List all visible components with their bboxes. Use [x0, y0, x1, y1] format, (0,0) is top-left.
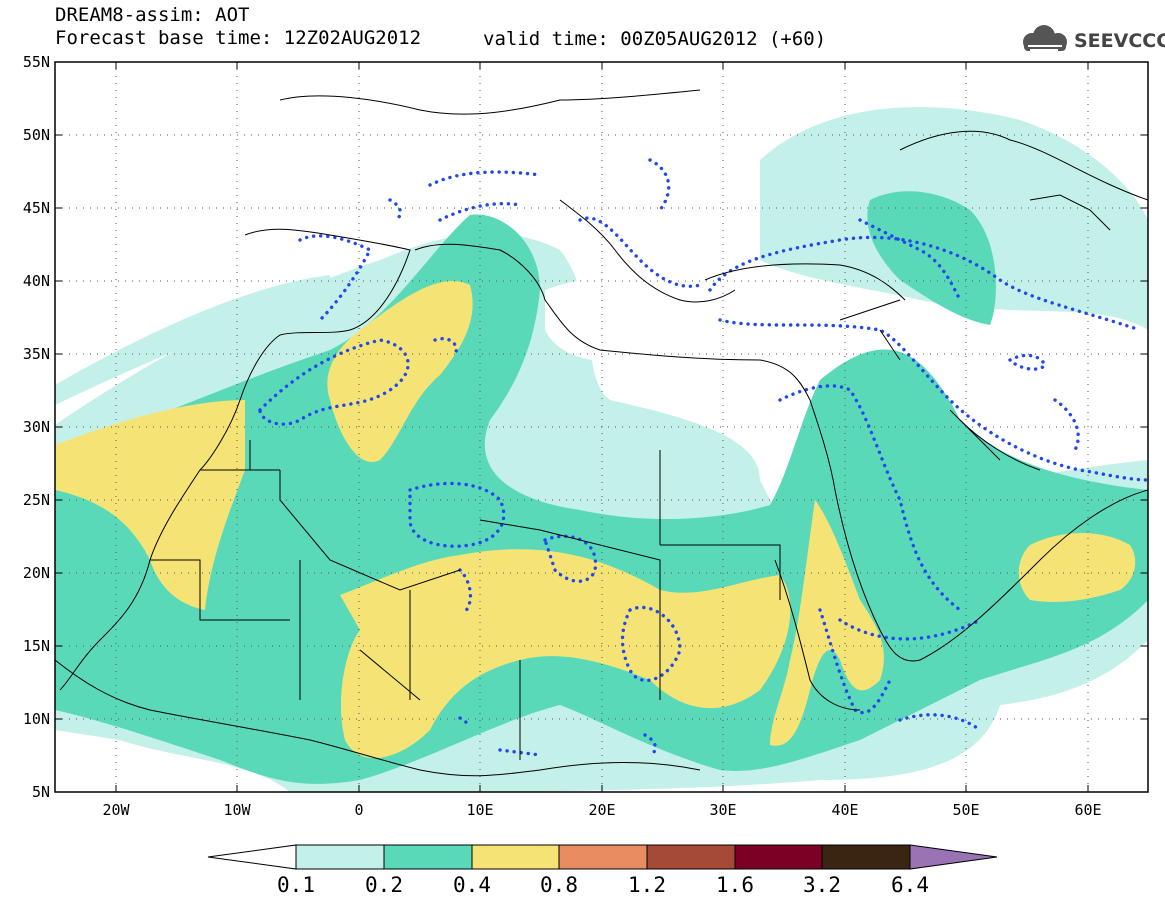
- axis-ticks: [55, 61, 1148, 793]
- lat-label: 5N: [32, 783, 50, 801]
- colorbar-swatch: [471, 844, 560, 870]
- colorbar-label: 0.2: [365, 873, 403, 897]
- lat-label: 35N: [23, 345, 50, 363]
- lat-label: 50N: [23, 126, 50, 144]
- colorbar-swatch: [734, 844, 823, 870]
- colorbar-label: 0.4: [453, 873, 491, 897]
- aot-clear-areas: [545, 271, 1085, 455]
- lon-label: 40E: [831, 801, 858, 819]
- colorbar-swatch: [558, 844, 648, 870]
- lat-label: 55N: [23, 53, 50, 71]
- lat-label: 20N: [23, 564, 50, 582]
- aot-band-0.4-0.8: [55, 281, 1136, 759]
- longitude-labels: 20W 10W 0 10E 20E 30E 40E 50E 60E: [102, 801, 1101, 819]
- colorbar-label: 0.8: [540, 873, 578, 897]
- lat-label: 40N: [23, 272, 50, 290]
- map-title: DREAM8-assim: AOT: [55, 4, 250, 26]
- cloud-logo-icon: [1023, 25, 1067, 51]
- lon-label: 0: [354, 801, 363, 819]
- lon-label: 30E: [709, 801, 736, 819]
- colorbar-swatch: [295, 844, 385, 870]
- colorbar: 0.1 0.2 0.4 0.8 1.2 1.6 3.2 6.4: [207, 844, 998, 897]
- lat-label: 30N: [23, 418, 50, 436]
- lat-label: 10N: [23, 710, 50, 728]
- colorbar-swatch: [383, 844, 473, 870]
- colorbar-label: 0.1: [277, 873, 315, 897]
- colorbar-label: 3.2: [803, 873, 841, 897]
- lon-label: 20W: [102, 801, 130, 819]
- lat-label: 25N: [23, 491, 50, 509]
- lat-label: 15N: [23, 637, 50, 655]
- lon-label: 10E: [466, 801, 493, 819]
- logo-text: SEEVCCC: [1074, 30, 1165, 52]
- aot-fields: [55, 89, 1148, 792]
- colorbar-label: 6.4: [891, 873, 929, 897]
- valid-time: valid time: 00Z05AUG2012 (+60): [483, 28, 827, 50]
- coastlines-borders: [55, 89, 1148, 777]
- lon-label: 60E: [1074, 801, 1101, 819]
- colorbar-label: 1.6: [716, 873, 754, 897]
- colorbar-swatch: [646, 844, 736, 870]
- lon-label: 20E: [588, 801, 615, 819]
- colorbar-label: 1.2: [628, 873, 666, 897]
- graticule: [55, 62, 1148, 792]
- colorbar-swatch: [821, 844, 911, 870]
- colorbar-over-arrow: [909, 844, 998, 870]
- colorbar-under-arrow: [207, 844, 297, 870]
- latitude-labels: 55N 50N 45N 40N 35N 30N 25N 20N 15N 10N …: [23, 53, 50, 801]
- lat-label: 45N: [23, 199, 50, 217]
- lon-label: 50E: [952, 801, 979, 819]
- aot-dotted-contours: [258, 158, 1148, 757]
- lon-label: 10W: [223, 801, 251, 819]
- forecast-base-time: Forecast base time: 12Z02AUG2012: [55, 27, 422, 49]
